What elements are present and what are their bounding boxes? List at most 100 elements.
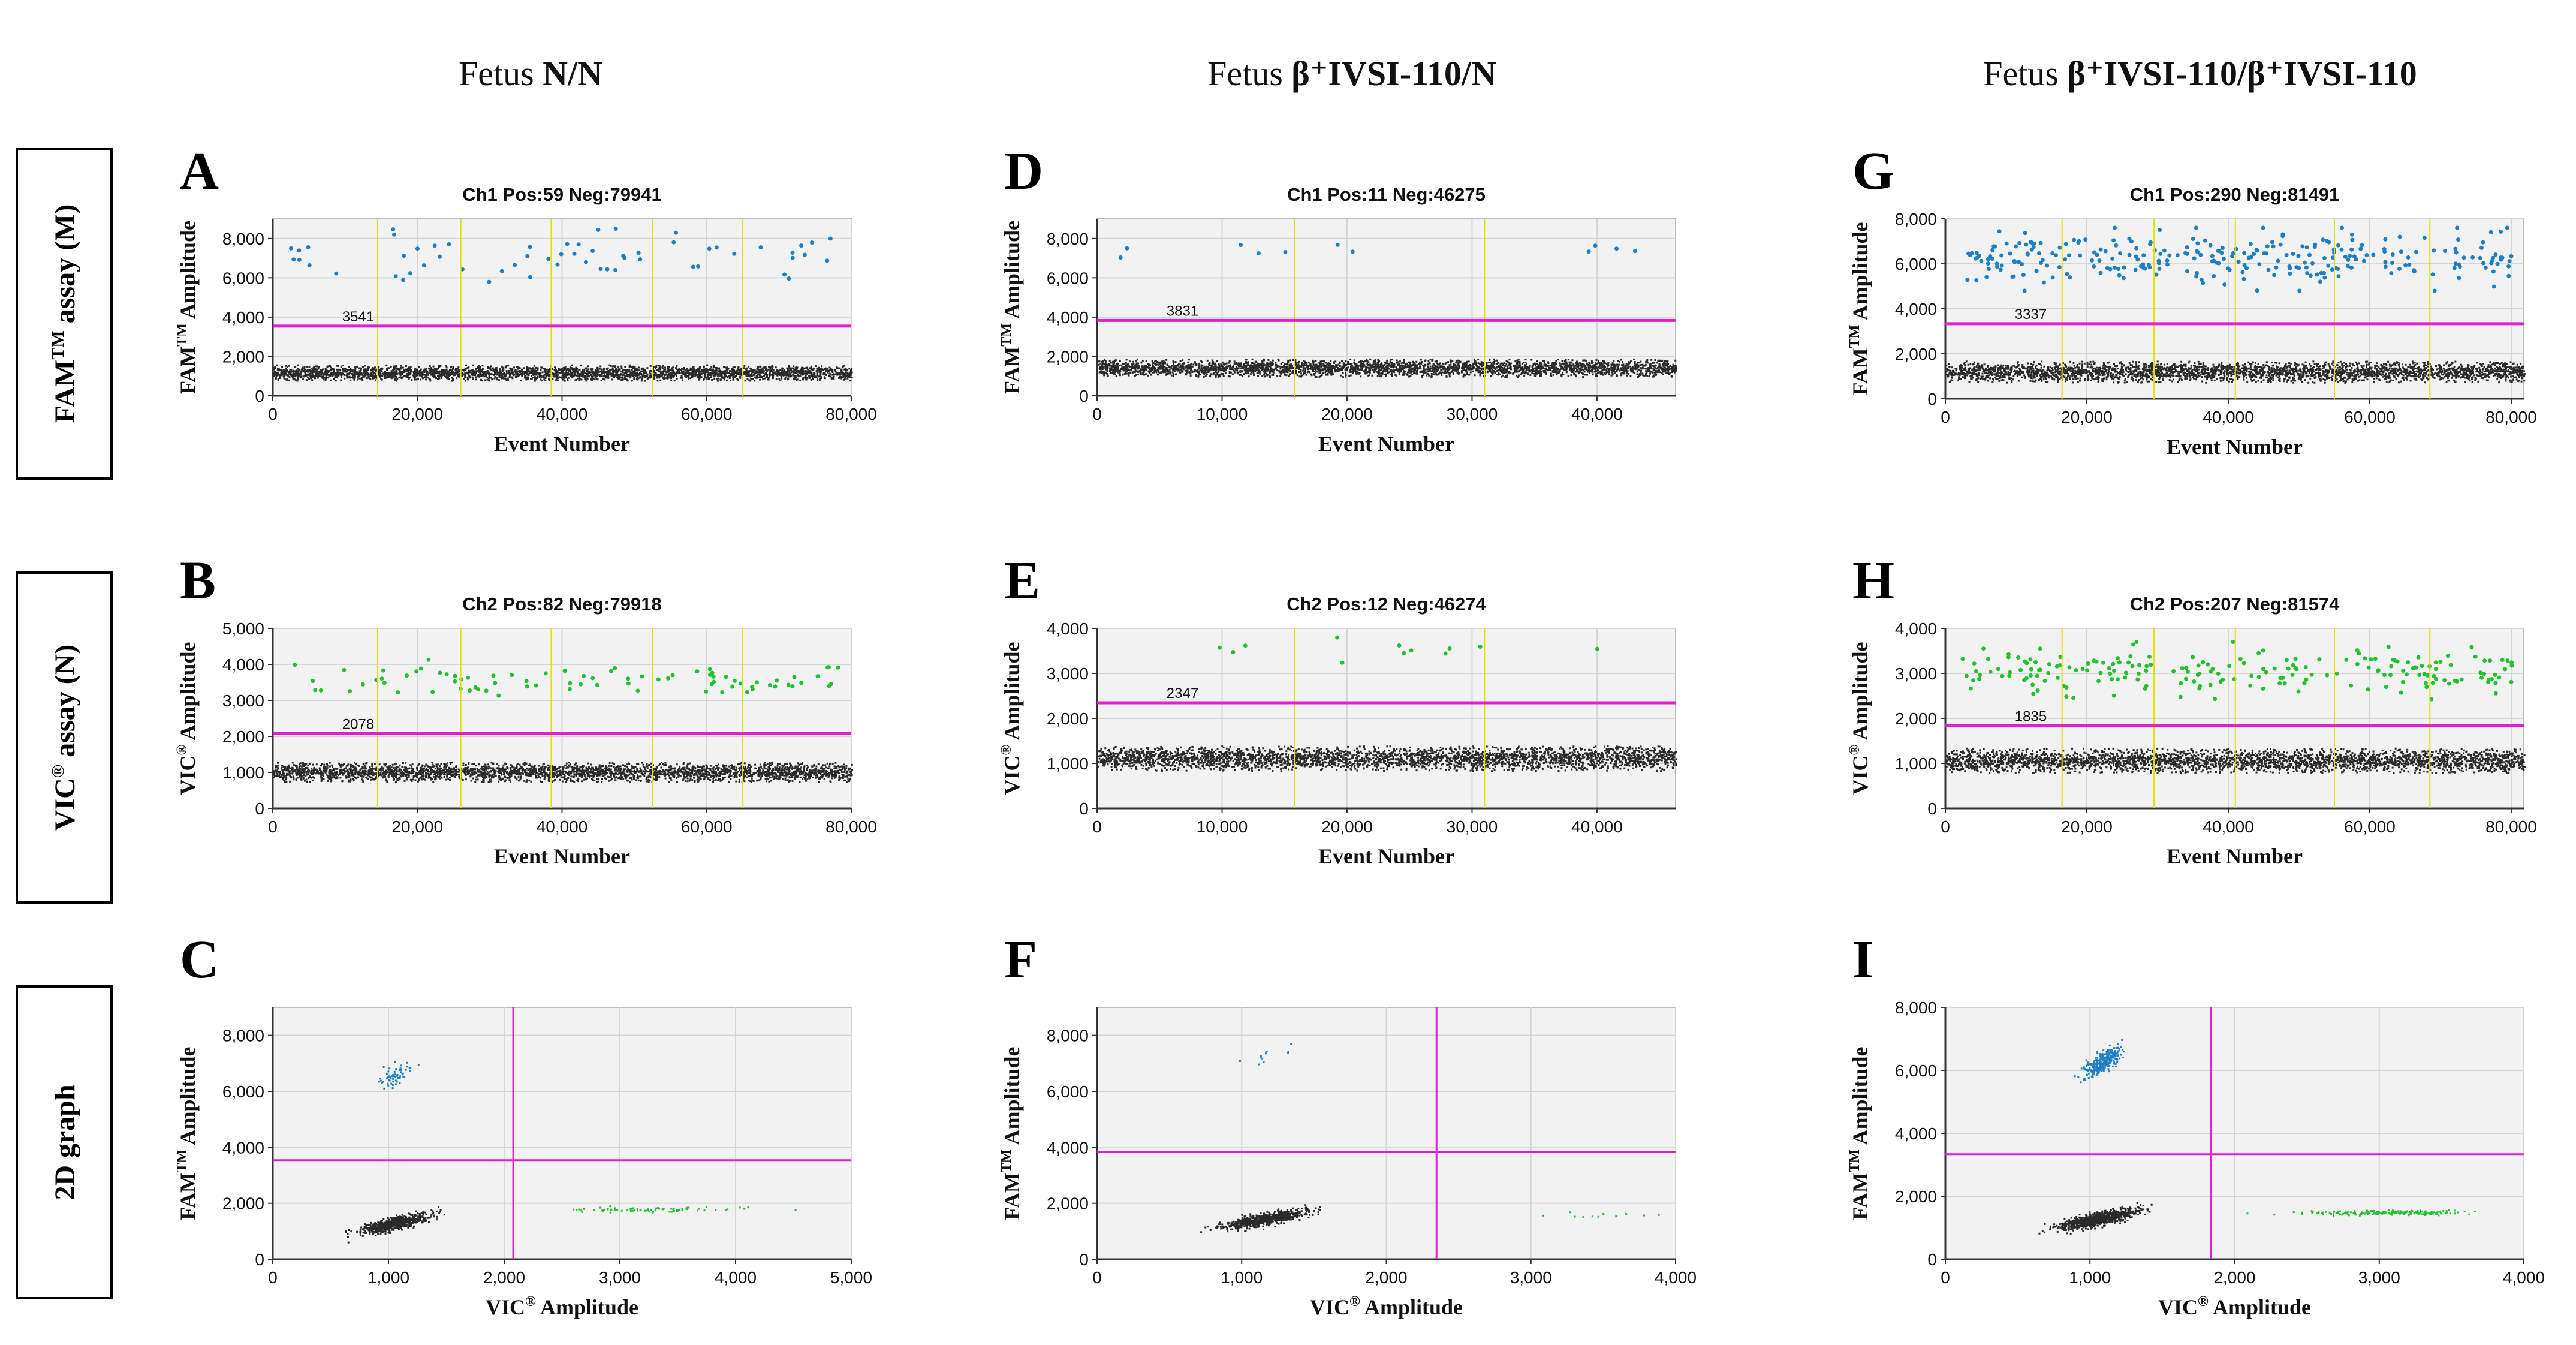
- positive-droplet: [308, 263, 312, 267]
- negative-droplet: [676, 763, 678, 765]
- negative-droplet: [505, 366, 507, 368]
- negative-droplet: [295, 380, 297, 381]
- negative-droplet: [350, 368, 351, 369]
- negative-droplet: [668, 373, 670, 375]
- negative-droplet: [286, 374, 288, 376]
- x-tick-label: 60,000: [681, 817, 733, 836]
- negative-droplet: [457, 771, 459, 773]
- negative-droplet: [673, 375, 675, 377]
- negative-droplet: [595, 376, 596, 378]
- negative-droplet: [381, 379, 383, 381]
- negative-droplet: [407, 374, 409, 375]
- negative-droplet: [641, 380, 643, 381]
- negative-droplet: [393, 366, 395, 368]
- negative-droplet: [815, 365, 817, 367]
- negative-droplet: [342, 370, 344, 372]
- negative-droplet: [492, 368, 494, 369]
- negative-droplet: [501, 378, 502, 380]
- negative-droplet: [851, 377, 853, 378]
- negative-droplet: [362, 366, 364, 368]
- negative-droplet: [590, 378, 592, 380]
- negative-droplet: [462, 373, 463, 375]
- negative-droplet: [312, 371, 314, 373]
- negative-droplet: [792, 374, 794, 375]
- negative-droplet: [817, 374, 818, 375]
- negative-droplet: [544, 368, 546, 370]
- negative-droplet: [562, 766, 564, 768]
- negative-droplet: [509, 376, 511, 378]
- negative-droplet: [360, 768, 362, 770]
- negative-droplet: [548, 775, 550, 777]
- negative-droplet: [733, 366, 734, 368]
- negative-droplet: [465, 764, 467, 766]
- negative-droplet: [520, 380, 522, 381]
- negative-droplet: [467, 766, 469, 768]
- negative-droplet: [673, 370, 674, 372]
- negative-droplet: [414, 779, 416, 781]
- negative-droplet: [429, 378, 430, 380]
- negative-droplet: [518, 776, 520, 778]
- negative-droplet: [751, 778, 753, 780]
- negative-droplet: [622, 374, 623, 376]
- negative-droplet: [522, 373, 523, 375]
- negative-droplet: [705, 371, 707, 373]
- negative-droplet: [491, 378, 493, 380]
- negative-droplet: [706, 365, 708, 366]
- negative-droplet: [795, 375, 797, 377]
- negative-droplet: [331, 765, 333, 766]
- negative-droplet: [534, 378, 536, 380]
- negative-droplet: [532, 372, 534, 374]
- negative-droplet: [671, 375, 673, 377]
- negative-droplet: [394, 379, 396, 381]
- negative-droplet: [292, 371, 294, 372]
- negative-droplet: [688, 370, 689, 372]
- negative-droplet: [503, 378, 505, 380]
- negative-droplet: [525, 378, 527, 380]
- negative-droplet: [790, 369, 792, 371]
- negative-droplet: [526, 374, 528, 375]
- negative-droplet: [303, 773, 305, 775]
- negative-droplet: [499, 369, 501, 371]
- negative-droplet: [322, 368, 324, 370]
- negative-droplet: [851, 371, 852, 373]
- negative-droplet: [478, 376, 480, 378]
- negative-droplet: [294, 366, 296, 368]
- negative-droplet: [625, 768, 626, 770]
- negative-droplet: [469, 371, 471, 372]
- negative-droplet: [327, 765, 329, 767]
- negative-droplet: [638, 374, 640, 376]
- negative-droplet: [388, 367, 390, 369]
- negative-droplet: [814, 376, 815, 378]
- negative-droplet: [507, 365, 509, 366]
- negative-droplet: [403, 371, 405, 373]
- negative-droplet: [638, 366, 640, 368]
- negative-droplet: [808, 371, 809, 372]
- negative-droplet: [763, 369, 764, 371]
- negative-droplet: [710, 366, 712, 368]
- negative-droplet: [482, 365, 484, 366]
- negative-droplet: [315, 373, 317, 375]
- y-tick-label: 8,000: [222, 230, 264, 248]
- negative-droplet: [755, 377, 757, 379]
- negative-droplet: [450, 366, 452, 368]
- positive-droplet: [599, 267, 603, 271]
- negative-droplet: [541, 376, 543, 378]
- negative-droplet: [779, 763, 781, 765]
- negative-droplet: [336, 376, 338, 378]
- negative-droplet: [725, 375, 727, 377]
- negative-droplet: [542, 371, 544, 373]
- negative-droplet: [420, 374, 421, 375]
- negative-droplet: [828, 370, 830, 372]
- negative-droplet: [421, 372, 423, 374]
- negative-droplet: [682, 379, 683, 381]
- negative-droplet: [371, 368, 373, 370]
- negative-droplet: [558, 376, 560, 378]
- negative-droplet: [306, 379, 308, 381]
- negative-droplet: [715, 367, 717, 369]
- negative-droplet: [358, 368, 360, 369]
- negative-droplet: [319, 374, 321, 375]
- negative-droplet: [452, 368, 454, 370]
- negative-droplet: [777, 775, 779, 777]
- x-tick-label: 20,000: [391, 817, 443, 836]
- positive-droplet: [621, 254, 625, 258]
